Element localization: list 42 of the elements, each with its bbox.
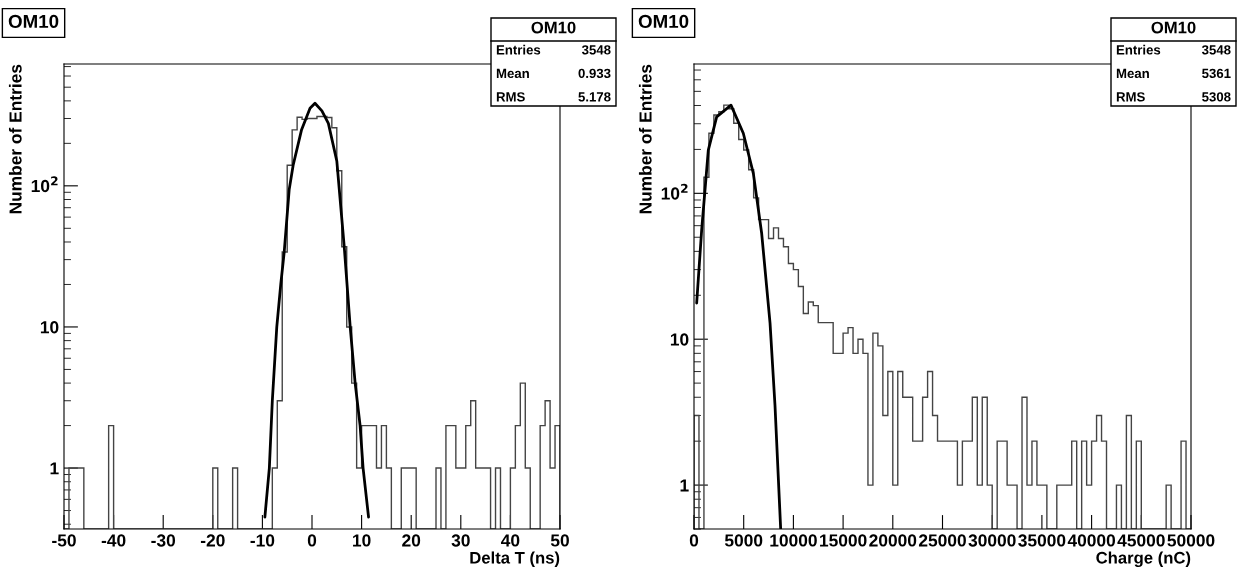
x-tick-label: -40 [101, 534, 126, 547]
text: RMS 5.178 [496, 92, 611, 102]
text: Entries 3548 [496, 44, 611, 55]
x-tick-label: 20000 [869, 534, 917, 547]
y-tick-label: 10$^{2}$ [661, 183, 688, 200]
x-tick-label: 5000 [724, 534, 763, 547]
text: RMS 5308 [1116, 92, 1231, 102]
x-tick-label: 50000 [1167, 534, 1215, 547]
x-axis-title: Delta T (ns) [470, 551, 560, 567]
y-axis-title: Number of Entries [8, 64, 22, 214]
text: OM10 [1151, 21, 1196, 34]
x-tick-label: 35000 [1018, 534, 1066, 547]
x-tick-label: 10 [353, 534, 371, 547]
x-tick-label: 45000 [1117, 534, 1165, 547]
x-tick-label: 15000 [820, 534, 867, 547]
y-tick-label: 10$^{2}$ [31, 176, 58, 193]
x-tick-label: -50 [52, 534, 76, 547]
x-tick-label: 50 [550, 534, 569, 547]
x-tick-label: 40000 [1067, 534, 1116, 547]
x-tick-label: -30 [151, 534, 176, 547]
chart-title: OM10 [638, 14, 689, 29]
x-axis-title: Charge (nC) [1096, 551, 1191, 568]
x-tick-label: 20 [402, 534, 421, 547]
y-tick-label: 1 [50, 462, 59, 475]
x-tick-label: -20 [200, 534, 225, 547]
text: Mean 5361 [1116, 68, 1231, 79]
y-tick-label: 10 [670, 333, 689, 346]
x-tick-label: -10 [250, 534, 275, 547]
text: Mean 0.933 [496, 68, 611, 79]
x-tick-label: 30000 [968, 534, 1016, 547]
x-tick-label: 40 [501, 534, 520, 547]
x-tick-label: 0 [307, 534, 317, 547]
x-tick-label: 0 [689, 534, 699, 547]
x-tick-label: 25000 [918, 534, 966, 547]
y-tick-label: 10 [40, 321, 59, 334]
x-tick-label: 10000 [770, 534, 817, 547]
x-tick-label: 30 [451, 534, 470, 547]
y-axis-title: Number of Entries [638, 64, 652, 214]
text: OM10 [531, 21, 576, 34]
text: Entries 3548 [1116, 44, 1231, 55]
y-tick-label: 1 [680, 479, 689, 492]
chart-title: OM10 [8, 14, 59, 29]
